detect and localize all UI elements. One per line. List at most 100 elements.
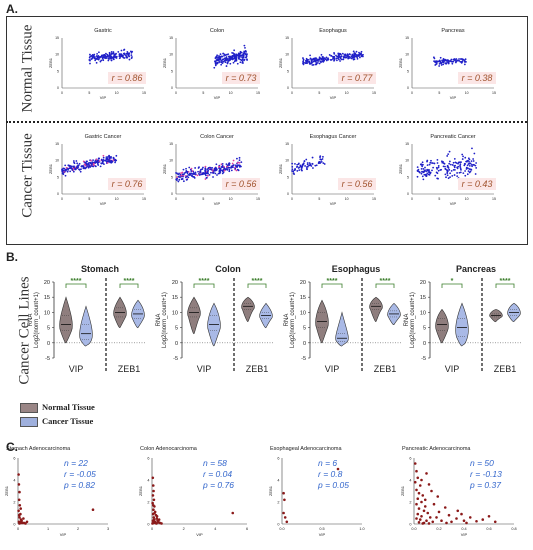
scatter-point bbox=[456, 172, 458, 174]
scatter-point bbox=[416, 166, 419, 169]
scatter-point bbox=[468, 162, 471, 165]
x-tick-label: 10 bbox=[465, 91, 469, 95]
corr-point bbox=[285, 520, 289, 524]
scatter-point bbox=[243, 44, 246, 47]
scatter-point bbox=[315, 164, 318, 167]
corr-point bbox=[413, 462, 417, 465]
scatter-point bbox=[102, 160, 104, 163]
scatter-point bbox=[467, 170, 470, 172]
scatter-point bbox=[225, 58, 228, 61]
r-label: r = 0.77 bbox=[342, 73, 374, 83]
scatter-point bbox=[465, 166, 468, 169]
scatter-point bbox=[472, 163, 475, 166]
y-axis-label: ZEB1 bbox=[268, 485, 273, 496]
scatter-point bbox=[421, 170, 423, 173]
corr-stat: r = 0.8 bbox=[318, 469, 343, 479]
scatter-point bbox=[231, 56, 233, 59]
scatter-point bbox=[237, 56, 240, 58]
scatter-point bbox=[214, 172, 217, 175]
scatter-point bbox=[305, 158, 308, 161]
scatter-point bbox=[175, 179, 178, 182]
scatter-point bbox=[95, 158, 98, 161]
scatter-point bbox=[84, 167, 87, 170]
y-tick-label: 2 bbox=[277, 500, 279, 504]
scatter-point bbox=[110, 51, 113, 53]
scatter-point bbox=[333, 57, 336, 60]
corr-point bbox=[445, 521, 448, 525]
corr-point bbox=[24, 522, 27, 525]
scatter-point bbox=[466, 160, 468, 163]
scatter-point bbox=[113, 55, 115, 57]
scatter-point bbox=[455, 58, 458, 60]
corr-point bbox=[151, 504, 155, 507]
corr-point bbox=[420, 515, 423, 518]
scatter-point bbox=[112, 58, 115, 61]
scatter-point bbox=[223, 53, 226, 56]
scatter-point bbox=[446, 60, 449, 62]
scatter-point bbox=[433, 162, 436, 165]
y-tick-label: 0 bbox=[407, 192, 409, 196]
scatter-point bbox=[435, 171, 438, 174]
scatter-point bbox=[218, 55, 220, 57]
scatter-point bbox=[458, 171, 461, 174]
r-label-box bbox=[222, 72, 260, 84]
scatter-point bbox=[460, 61, 463, 64]
scatter-point bbox=[215, 56, 218, 58]
y-tick-label: -5 bbox=[301, 356, 306, 362]
scatter-point bbox=[215, 163, 218, 166]
scatter-point bbox=[217, 59, 220, 61]
scatter-point bbox=[220, 61, 223, 64]
corr-point bbox=[443, 506, 447, 509]
scatter-point bbox=[219, 58, 222, 61]
scatter-point bbox=[447, 153, 450, 155]
scatter-point bbox=[311, 162, 314, 165]
corr-point bbox=[153, 511, 156, 515]
corr-point bbox=[418, 484, 422, 487]
y-tick-label: 5 bbox=[407, 175, 409, 179]
corr-point bbox=[475, 519, 478, 523]
scatter-point bbox=[204, 165, 207, 168]
corr-stat: n = 58 bbox=[203, 458, 227, 468]
corr-point bbox=[151, 501, 154, 505]
sig-stars: **** bbox=[252, 278, 263, 285]
scatter-point bbox=[229, 62, 232, 65]
scatter-point bbox=[445, 176, 447, 179]
scatter-point bbox=[459, 163, 462, 166]
scatter-point bbox=[425, 174, 428, 176]
scatter-point bbox=[238, 161, 241, 164]
y-tick-label: 6 bbox=[13, 456, 15, 460]
scatter-point bbox=[442, 160, 444, 163]
scatter-point bbox=[459, 164, 461, 167]
x-tick-label: 5 bbox=[438, 197, 440, 201]
scatter-point bbox=[84, 161, 87, 164]
scatter-point bbox=[226, 168, 229, 171]
x-axis-label: VIP bbox=[450, 201, 457, 206]
sig-stars: **** bbox=[71, 278, 82, 285]
r-label: r = 0.43 bbox=[462, 179, 493, 189]
scatter-point bbox=[464, 156, 467, 159]
scatter-point bbox=[204, 170, 207, 173]
y-tick-label: 15 bbox=[172, 295, 178, 301]
scatter-point bbox=[90, 58, 93, 61]
scatter-point bbox=[319, 156, 321, 159]
scatter-point bbox=[297, 162, 300, 165]
y-tick-label: 2 bbox=[409, 500, 411, 504]
scatter-point bbox=[294, 162, 296, 165]
y-axis-label: ZEB1 bbox=[4, 485, 9, 496]
scatter-point bbox=[99, 165, 102, 168]
y-tick-label: 0 bbox=[171, 192, 173, 196]
x-axis-label: VIP bbox=[461, 532, 468, 537]
scatter-point bbox=[302, 60, 305, 62]
corr-point bbox=[415, 469, 418, 473]
x-tick-label: 5 bbox=[318, 91, 320, 95]
scatter-point bbox=[193, 176, 195, 178]
scatter-point bbox=[82, 160, 85, 163]
x-tick-label: 15 bbox=[372, 91, 376, 95]
r-label-box bbox=[338, 72, 376, 84]
scatter-point bbox=[300, 168, 303, 171]
scatter-point bbox=[342, 55, 345, 58]
scatter-point bbox=[421, 161, 424, 164]
scatter-point bbox=[422, 168, 425, 170]
scatter-point bbox=[426, 172, 429, 175]
scatter-point bbox=[243, 58, 246, 61]
